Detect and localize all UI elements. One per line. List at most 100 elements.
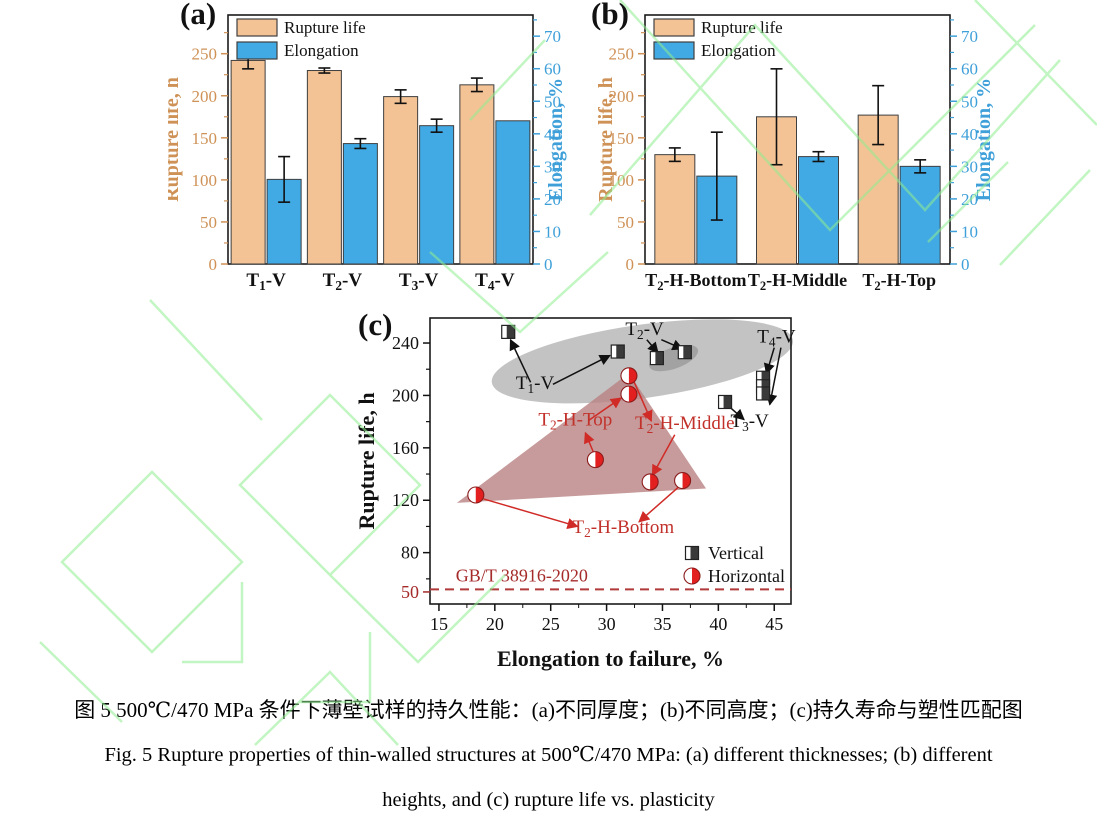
right-tick-label: 10 bbox=[544, 222, 561, 241]
right-tick-label: 60 bbox=[961, 60, 978, 79]
left-tick-label: 150 bbox=[192, 129, 218, 148]
label-part: -H-Middle bbox=[653, 413, 734, 434]
marker-half bbox=[723, 395, 732, 409]
legend-swatch bbox=[653, 41, 695, 60]
left-tick-label: 250 bbox=[609, 45, 635, 64]
left-axis-title: Rupture life, h bbox=[595, 77, 617, 202]
annotation-arrow bbox=[588, 397, 623, 421]
marker-outline bbox=[467, 486, 485, 504]
label-subscript: 3 bbox=[742, 419, 749, 434]
legend-label: Rupture life bbox=[701, 18, 783, 37]
x-tick-label: 15 bbox=[430, 614, 448, 634]
annotation-arrow bbox=[638, 485, 680, 523]
annotation-arrow bbox=[509, 338, 532, 383]
label-part: -H-Bottom bbox=[591, 517, 675, 538]
label-part: T bbox=[573, 517, 585, 538]
horizontal-data-point bbox=[620, 385, 638, 403]
category-label: T2-H-Top bbox=[862, 270, 936, 293]
label-part: T bbox=[323, 270, 336, 291]
category-label: T2-H-Bottom bbox=[645, 270, 746, 293]
left-axis-title: Rupture life, h bbox=[168, 77, 183, 202]
right-tick-label: 30 bbox=[544, 157, 561, 176]
marker-outline bbox=[620, 385, 638, 403]
marker-half bbox=[506, 325, 515, 339]
label-part: T bbox=[645, 270, 657, 290]
category-label: T2-V bbox=[323, 270, 363, 293]
panel-a: (a) 0 50 100 150 200 250 0 10 20 30 40 50 60 70 T1-V T2… bbox=[161, 0, 570, 300]
marker-half bbox=[761, 379, 770, 393]
vertical-data-point bbox=[684, 545, 700, 561]
elongation-bar bbox=[798, 156, 839, 265]
label-subscript: 2 bbox=[550, 418, 557, 433]
legend-swatch bbox=[236, 18, 278, 37]
left-tick-label: 0 bbox=[209, 255, 218, 274]
left-tick-label: 100 bbox=[192, 171, 218, 190]
y-axis-title: Rupture life, h bbox=[354, 392, 379, 529]
horizontal-data-point bbox=[641, 473, 659, 491]
panel-b-label: (b) bbox=[591, 0, 629, 31]
marker-half bbox=[595, 451, 604, 468]
horizontal-data-point bbox=[620, 367, 638, 385]
left-tick-label: 50 bbox=[617, 213, 634, 232]
category-label: T4-V bbox=[475, 270, 515, 293]
label-part: -V bbox=[776, 326, 796, 347]
marker-half bbox=[684, 568, 692, 584]
caption-line-zh: 图 5 500℃/470 MPa 条件下薄壁试样的持久性能：(a)不同厚度；(b… bbox=[74, 698, 1023, 722]
panel-c-label: (c) bbox=[358, 307, 393, 342]
label-part: T bbox=[625, 319, 637, 340]
marker-outline bbox=[649, 350, 664, 366]
marker-half bbox=[674, 472, 683, 489]
annotation-arrow bbox=[651, 434, 676, 477]
annotation-arrow bbox=[632, 380, 653, 423]
label-part: T bbox=[730, 411, 742, 432]
label-part: -H-Bottom bbox=[663, 270, 746, 290]
vertical-data-point bbox=[755, 386, 771, 401]
elongation-bar bbox=[342, 143, 378, 265]
figure-caption: 图 5 500℃/470 MPa 条件下薄壁试样的持久性能：(a)不同厚度；(b… bbox=[0, 688, 1097, 813]
marker-half bbox=[616, 345, 625, 359]
label-part: -H-Middle bbox=[766, 270, 847, 290]
y-tick-label: 240 bbox=[392, 333, 419, 353]
right-tick-label: 70 bbox=[544, 27, 561, 46]
x-tick-label: 35 bbox=[653, 614, 671, 634]
right-tick-label: 60 bbox=[544, 60, 561, 79]
marker-outline bbox=[717, 394, 733, 410]
left-tick-label: 250 bbox=[192, 45, 218, 64]
marker-outline bbox=[610, 344, 625, 359]
marker-half bbox=[642, 473, 651, 490]
label-part: -V bbox=[266, 270, 286, 291]
marker-half bbox=[761, 371, 770, 385]
annotation-arrow bbox=[552, 354, 611, 385]
marker-outline bbox=[755, 386, 771, 401]
marker-outline bbox=[641, 473, 659, 491]
vertical-data-point bbox=[649, 350, 664, 366]
right-axis-title: Elongation, % bbox=[973, 78, 995, 201]
marker-half bbox=[683, 345, 692, 359]
rupture-life-bar bbox=[306, 70, 342, 265]
label-part: T bbox=[757, 326, 769, 347]
right-axis-title: Elongation, % bbox=[545, 78, 567, 201]
label-subscript: 3 bbox=[412, 278, 419, 293]
marker-half bbox=[655, 351, 664, 365]
right-tick-label: 40 bbox=[544, 125, 561, 144]
x-tick-label: 25 bbox=[542, 614, 560, 634]
vertical-group-ellipse bbox=[491, 319, 793, 404]
elongation-bar bbox=[419, 125, 455, 265]
label-subscript: 4 bbox=[769, 334, 776, 349]
panel-b: (b) 0 50 100 150 200 250 0 10 20 30 40 50 60 70 T2-H-B… bbox=[585, 0, 1037, 300]
y-tick-label: 200 bbox=[392, 385, 419, 405]
right-tick-label: 70 bbox=[961, 27, 978, 46]
annotation-arrow bbox=[646, 339, 659, 354]
label-subscript: 2 bbox=[874, 279, 880, 293]
label-part: T bbox=[246, 270, 259, 291]
marker-outline bbox=[586, 451, 604, 469]
marker-half bbox=[620, 386, 629, 403]
annotation-arrow bbox=[483, 498, 579, 529]
vertical-data-point bbox=[717, 394, 733, 410]
marker-half bbox=[620, 367, 629, 384]
horizontal-data-point bbox=[586, 451, 604, 469]
horizontal-data-point bbox=[467, 486, 485, 504]
legend-label: Vertical bbox=[708, 543, 764, 563]
